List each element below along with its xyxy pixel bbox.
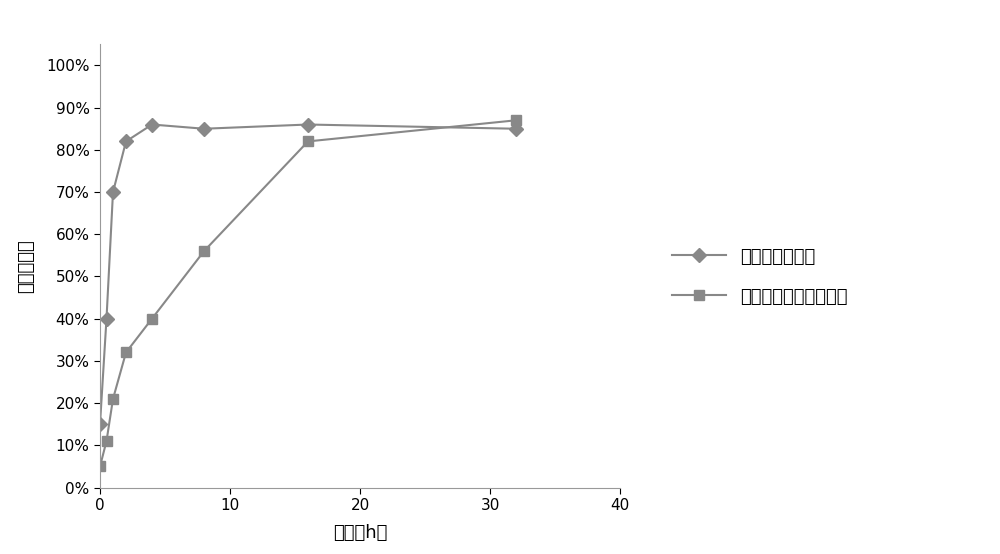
内水相为纯化水: [107, 189, 119, 196]
内水相为泊洛沙姆溶液: [120, 349, 132, 356]
X-axis label: 时间（h）: 时间（h）: [333, 524, 387, 542]
内水相为泊洛沙姆溶液: [198, 248, 210, 254]
内水相为泊洛沙姆溶液: [100, 438, 112, 444]
内水相为纯化水: [120, 138, 132, 145]
Y-axis label: 药物释放率: 药物释放率: [17, 239, 35, 293]
内水相为泊洛沙姆溶液: [94, 463, 106, 470]
内水相为泊洛沙姆溶液: [510, 117, 522, 124]
Line: 内水相为泊洛沙姆溶液: 内水相为泊洛沙姆溶液: [95, 115, 521, 471]
内水相为纯化水: [302, 121, 314, 128]
内水相为纯化水: [198, 125, 210, 132]
内水相为泊洛沙姆溶液: [107, 396, 119, 402]
Legend: 内水相为纯化水, 内水相为泊洛沙姆溶液: 内水相为纯化水, 内水相为泊洛沙姆溶液: [663, 239, 857, 315]
内水相为纯化水: [94, 421, 106, 428]
内水相为泊洛沙姆溶液: [146, 315, 158, 322]
内水相为纯化水: [510, 125, 522, 132]
内水相为纯化水: [146, 121, 158, 128]
Line: 内水相为纯化水: 内水相为纯化水: [95, 120, 521, 429]
内水相为纯化水: [100, 315, 112, 322]
内水相为泊洛沙姆溶液: [302, 138, 314, 145]
